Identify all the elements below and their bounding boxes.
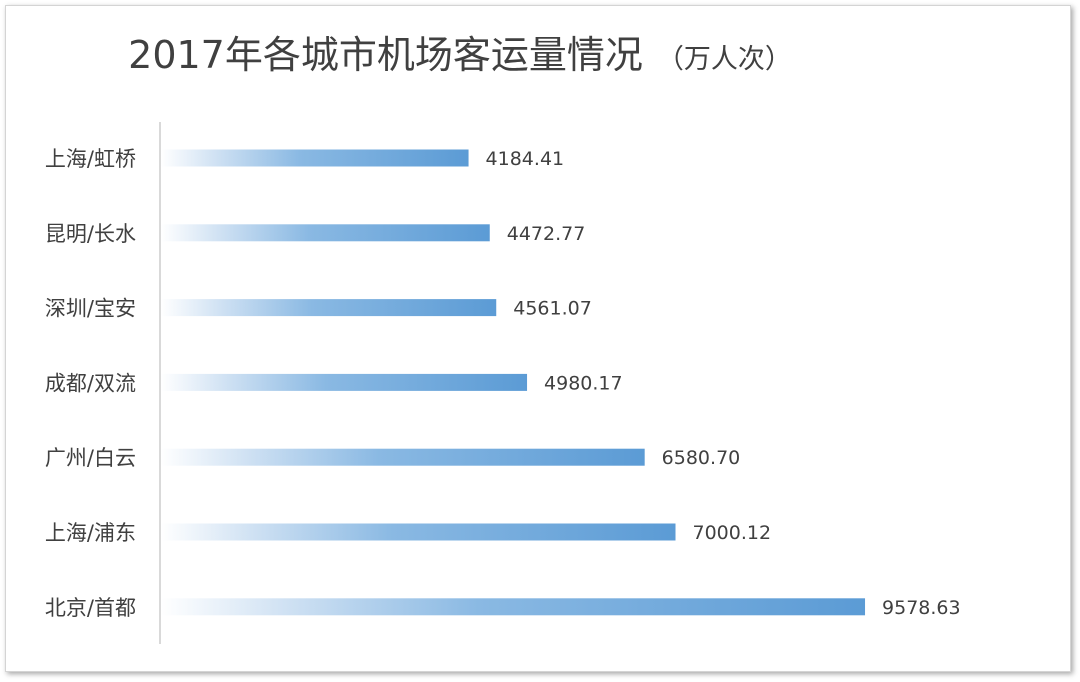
chart-title-main: 2017年各城市机场客运量情况 xyxy=(128,33,643,77)
bars-group: 上海/虹桥 4184.41 昆明/长水 4472.77 深圳/宝安 4561.07 成都/双… xyxy=(45,147,961,620)
value-label: 4980.17 xyxy=(544,372,623,394)
bar xyxy=(161,373,528,391)
bar xyxy=(161,598,866,616)
chart-frame xyxy=(5,5,1071,672)
value-label: 9578.63 xyxy=(882,597,961,619)
category-label: 北京/首都 xyxy=(45,596,136,620)
category-label: 上海/虹桥 xyxy=(45,147,136,171)
value-label: 4472.77 xyxy=(507,223,586,245)
value-label: 4561.07 xyxy=(513,298,592,320)
value-label: 4184.41 xyxy=(486,148,565,170)
value-label: 7000.12 xyxy=(693,522,772,544)
bar xyxy=(161,224,490,242)
bar xyxy=(161,448,645,466)
category-label: 深圳/宝安 xyxy=(45,297,136,321)
bar xyxy=(161,149,469,167)
bar xyxy=(161,523,676,541)
chart-title-unit: （万人次） xyxy=(657,44,792,75)
category-label: 上海/浦东 xyxy=(45,521,136,545)
category-label: 成都/双流 xyxy=(45,371,136,395)
category-label: 昆明/长水 xyxy=(45,222,136,246)
value-label: 6580.70 xyxy=(662,447,741,469)
category-label: 广州/白云 xyxy=(45,446,136,470)
chart-title: 2017年各城市机场客运量情况 （万人次） xyxy=(128,33,792,77)
bar xyxy=(161,299,497,317)
